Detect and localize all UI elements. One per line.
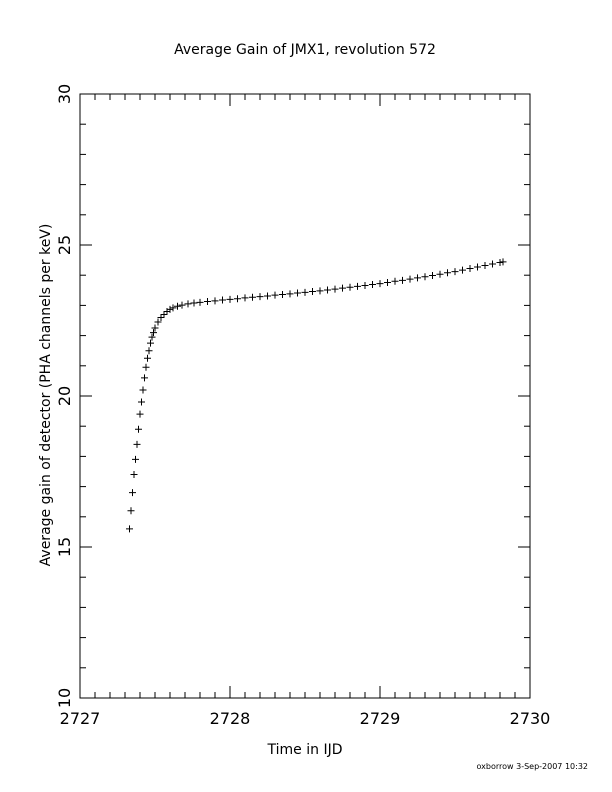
- data-point: [130, 471, 138, 479]
- data-points: [126, 258, 507, 533]
- data-point: [406, 275, 414, 283]
- x-axis-tick-labels: 2727 2728 2729 2730: [60, 709, 551, 728]
- data-point: [136, 410, 144, 418]
- data-point: [184, 300, 192, 308]
- data-point: [151, 324, 159, 332]
- y-tick-label: 20: [55, 386, 74, 406]
- data-point: [436, 270, 444, 278]
- data-point: [144, 354, 151, 362]
- data-point: [190, 299, 198, 307]
- data-point: [271, 291, 279, 299]
- data-point: [444, 269, 451, 277]
- plot-axes: [79, 93, 531, 699]
- y-tick-label: 10: [55, 688, 74, 708]
- data-point: [129, 489, 136, 497]
- data-point: [429, 272, 436, 280]
- data-point: [135, 425, 142, 433]
- data-point: [127, 507, 135, 515]
- data-point: [399, 276, 406, 284]
- data-point: [331, 285, 339, 293]
- data-point: [414, 274, 421, 282]
- data-point: [147, 339, 154, 347]
- data-point: [234, 295, 241, 303]
- data-point: [145, 347, 153, 355]
- x-tick-label: 2730: [510, 709, 551, 728]
- data-point: [160, 310, 168, 318]
- data-point: [256, 293, 264, 301]
- data-point: [346, 283, 354, 291]
- data-point: [279, 291, 286, 299]
- data-point: [196, 298, 204, 306]
- data-point: [166, 305, 174, 313]
- y-axis-label: Average gain of detector (PHA channels p…: [38, 224, 54, 567]
- y-tick-label: 30: [55, 84, 74, 104]
- data-point: [211, 297, 219, 305]
- data-point: [391, 277, 399, 285]
- x-axis-label: Time in IJD: [267, 742, 343, 758]
- data-point: [376, 280, 384, 288]
- data-point: [489, 260, 496, 268]
- data-point: [169, 304, 177, 312]
- data-point: [459, 266, 466, 274]
- plot-frame: [79, 93, 531, 699]
- footer-stamp: oxborrow 3-Sep-2007 10:32: [477, 762, 589, 771]
- x-tick-label: 2728: [210, 709, 251, 728]
- y-axis-ticks: [80, 93, 530, 699]
- data-point: [496, 259, 504, 267]
- data-point: [451, 268, 459, 276]
- data-point: [301, 288, 309, 296]
- data-point: [309, 288, 316, 296]
- x-axis-ticks: [79, 94, 531, 698]
- data-point: [421, 273, 429, 281]
- x-tick-label: 2729: [360, 709, 401, 728]
- data-point: [264, 292, 271, 300]
- data-point: [154, 318, 162, 326]
- chart-title: Average Gain of JMX1, revolution 572: [174, 42, 436, 58]
- data-point: [324, 286, 331, 294]
- y-tick-label: 15: [55, 537, 74, 557]
- data-point: [150, 329, 157, 337]
- y-tick-label: 25: [55, 235, 74, 255]
- data-point: [157, 313, 165, 321]
- data-point: [132, 455, 139, 463]
- data-point: [369, 281, 376, 289]
- data-point: [286, 290, 294, 298]
- data-point: [249, 293, 256, 301]
- y-axis-tick-labels: 10 15 20 25 30: [55, 84, 74, 708]
- data-point: [474, 263, 481, 271]
- data-point: [339, 284, 346, 292]
- data-point: [294, 289, 301, 297]
- data-point: [133, 440, 141, 448]
- data-point: [138, 398, 145, 406]
- data-point: [241, 294, 249, 302]
- data-point: [384, 278, 391, 286]
- data-point: [174, 302, 181, 310]
- data-point: [126, 525, 133, 533]
- data-point: [141, 374, 148, 382]
- data-point: [178, 301, 186, 309]
- data-point: [354, 282, 361, 290]
- x-tick-label: 2727: [60, 709, 101, 728]
- data-point: [139, 386, 147, 394]
- data-point: [361, 281, 369, 289]
- data-point: [499, 258, 507, 266]
- data-point: [226, 295, 234, 303]
- data-point: [466, 265, 474, 273]
- data-point: [204, 297, 211, 305]
- data-point: [148, 333, 156, 341]
- data-point: [481, 262, 489, 270]
- data-point: [142, 363, 150, 371]
- data-point: [219, 296, 226, 304]
- data-point: [316, 287, 324, 295]
